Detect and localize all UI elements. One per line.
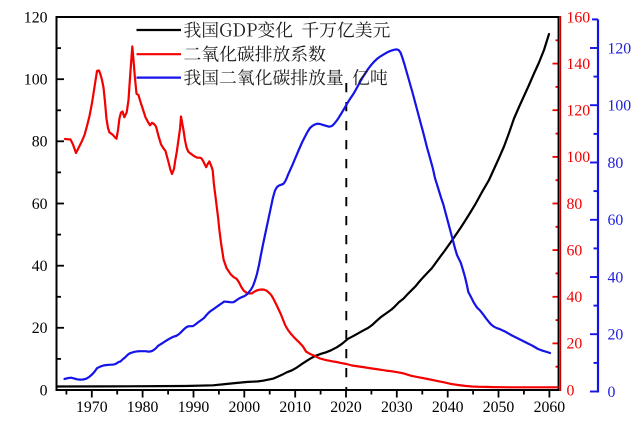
svg-text:2050: 2050 (483, 399, 515, 416)
svg-text:20: 20 (567, 336, 583, 353)
svg-text:20: 20 (32, 320, 48, 337)
svg-text:60: 60 (567, 242, 583, 259)
svg-text:2000: 2000 (229, 399, 261, 416)
svg-text:1990: 1990 (178, 399, 210, 416)
svg-text:140: 140 (567, 56, 591, 73)
svg-text:100: 100 (567, 149, 591, 166)
svg-text:120: 120 (567, 103, 591, 120)
svg-text:60: 60 (608, 212, 624, 229)
svg-text:120: 120 (24, 9, 48, 26)
svg-text:120: 120 (608, 40, 632, 57)
svg-text:160: 160 (567, 9, 591, 26)
svg-text:40: 40 (32, 258, 48, 275)
svg-text:2030: 2030 (381, 399, 413, 416)
svg-text:60: 60 (32, 196, 48, 213)
svg-text:2060: 2060 (534, 399, 566, 416)
svg-text:40: 40 (567, 289, 583, 306)
svg-text:2010: 2010 (279, 399, 311, 416)
svg-text:2020: 2020 (330, 399, 362, 416)
svg-text:80: 80 (608, 155, 624, 172)
svg-text:1980: 1980 (127, 399, 159, 416)
svg-text:1970: 1970 (76, 399, 108, 416)
svg-text:40: 40 (608, 269, 624, 286)
svg-text:2040: 2040 (432, 399, 464, 416)
svg-text:80: 80 (32, 134, 48, 151)
svg-text:0: 0 (40, 382, 48, 399)
svg-text:0: 0 (608, 384, 616, 401)
svg-text:20: 20 (608, 327, 624, 344)
svg-text:0: 0 (567, 382, 575, 399)
svg-text:100: 100 (24, 72, 48, 89)
svg-text:80: 80 (567, 196, 583, 213)
svg-text:100: 100 (608, 98, 632, 115)
